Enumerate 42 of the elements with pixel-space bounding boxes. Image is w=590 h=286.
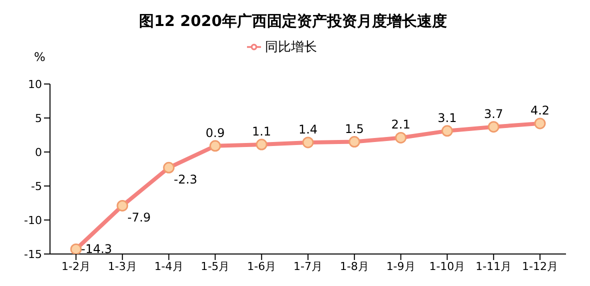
- point: [534, 118, 546, 130]
- x-tick-label: 1-6月: [247, 260, 276, 273]
- point: [209, 140, 221, 152]
- y-tick-label: -10: [24, 214, 42, 227]
- chart-title: 图12 2020年广西固定资产投资月度增长速度: [138, 12, 448, 31]
- x-tick-label: 1-4月: [154, 260, 184, 273]
- data-label: 0.9: [206, 126, 225, 140]
- y-tick-label: 10: [28, 78, 42, 91]
- y-tick-label: -15: [24, 248, 42, 261]
- y-axis-title: %: [34, 50, 46, 64]
- point: [70, 243, 82, 254]
- data-label: 1.1: [252, 124, 272, 139]
- x-tick-label: 1-12月: [522, 260, 558, 273]
- point: [163, 162, 175, 174]
- y-tick-label: 0: [35, 146, 42, 159]
- data-label: 3.1: [438, 110, 457, 125]
- data-label: 2.1: [391, 118, 410, 132]
- point: [116, 200, 128, 212]
- point: [348, 136, 360, 148]
- data-label: 3.7: [484, 106, 504, 121]
- data-label: 1.5: [344, 122, 364, 136]
- point: [395, 132, 407, 144]
- data-label: -2.3: [174, 172, 198, 187]
- data-label: 4.2: [530, 103, 550, 118]
- x-tick-label: 1-11月: [476, 260, 512, 273]
- point: [441, 125, 453, 137]
- point: [256, 138, 268, 150]
- x-tick-label: 1-3月: [108, 260, 137, 273]
- legend-label: 同比增长: [265, 40, 317, 55]
- y-tick-label: 5: [35, 112, 42, 125]
- x-tick-label: 1-2月: [62, 260, 90, 273]
- x-tick-label: 1-8月: [340, 260, 369, 273]
- data-label: -7.9: [127, 210, 151, 225]
- x-tick-label: 1-5月: [200, 260, 230, 273]
- data-label: 1.4: [298, 122, 318, 136]
- y-tick-label: -5: [31, 180, 42, 193]
- x-tick-label: 1-7月: [294, 260, 322, 273]
- x-tick-label: 1-10月: [429, 260, 466, 273]
- data-label: -14.3: [81, 242, 112, 256]
- point: [488, 121, 500, 133]
- point: [302, 136, 314, 148]
- x-tick-label: 1-9月: [386, 260, 416, 273]
